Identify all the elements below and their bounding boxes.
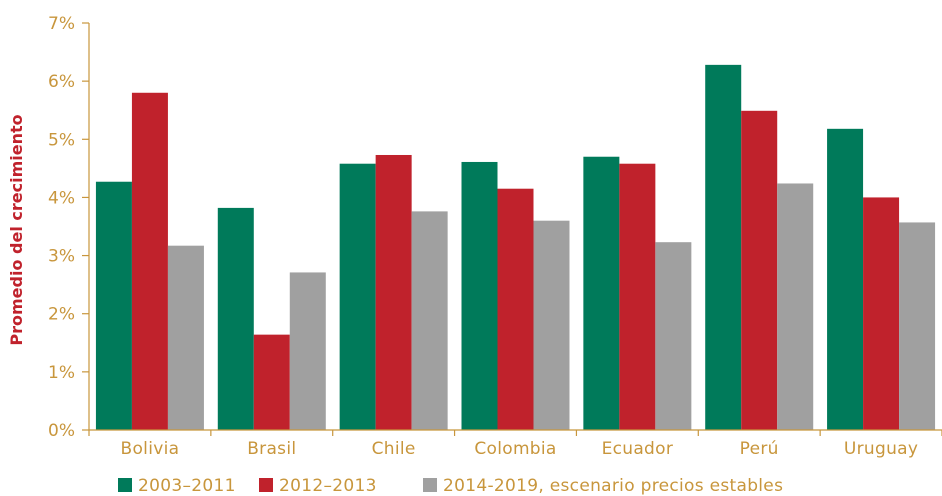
bar-brasil-series-3 bbox=[289, 272, 326, 430]
bar-bolivia-series-2 bbox=[131, 92, 168, 431]
x-category-label: Brasil bbox=[247, 439, 296, 459]
legend-swatch bbox=[118, 478, 132, 492]
x-category-label: Uruguay bbox=[844, 439, 918, 459]
x-axis: Bolivia Brasil Chile Colombia Ecuador Perú Uru… bbox=[88, 429, 942, 459]
x-category-label: Chile bbox=[372, 439, 416, 459]
bar-ecuador-series-2 bbox=[619, 163, 656, 430]
bar-colombia-series-2 bbox=[497, 188, 534, 430]
bar-colombia-series-1 bbox=[461, 161, 498, 430]
bar-brasil-series-1 bbox=[217, 207, 254, 430]
legend-label: 2003–2011 bbox=[138, 476, 236, 496]
bar-bolivia-series-3 bbox=[167, 245, 204, 430]
legend-swatch bbox=[423, 478, 437, 492]
bar-bolivia-series-1 bbox=[95, 181, 132, 430]
bar-ecuador-series-1 bbox=[583, 156, 620, 430]
bar-colombia-series-3 bbox=[533, 220, 570, 430]
y-tick-label: 1% bbox=[48, 363, 75, 383]
legend: 2003–2011 2012–2013 2014-2019, escenario p… bbox=[118, 476, 783, 496]
bar-chile-series-1 bbox=[339, 163, 376, 430]
legend-label: 2014-2019, escenario precios estables bbox=[443, 476, 783, 496]
y-axis: 0% 1% 2% 3% 4% 5% 6% 7% bbox=[48, 14, 90, 441]
bar-ecuador-series-3 bbox=[655, 242, 692, 430]
y-tick-label: 0% bbox=[48, 421, 75, 441]
bar-chile-series-2 bbox=[375, 154, 412, 430]
bar-chile-series-3 bbox=[411, 211, 448, 430]
x-category-label: Perú bbox=[740, 439, 779, 459]
y-tick-label: 4% bbox=[48, 188, 75, 208]
bar-brasil-series-2 bbox=[253, 334, 290, 430]
y-tick-label: 5% bbox=[48, 130, 75, 150]
x-category-label: Bolivia bbox=[121, 439, 180, 459]
legend-swatch bbox=[259, 478, 273, 492]
bar-per-series-1 bbox=[705, 64, 742, 430]
y-axis-label: Promedio del crecimiento bbox=[7, 114, 26, 345]
legend-label: 2012–2013 bbox=[279, 476, 377, 496]
bar-uruguay-series-1 bbox=[827, 128, 864, 430]
y-tick-label: 6% bbox=[48, 72, 75, 92]
x-category-label: Ecuador bbox=[602, 439, 674, 459]
y-tick-label: 7% bbox=[48, 14, 75, 34]
x-category-label: Colombia bbox=[474, 439, 556, 459]
bars bbox=[95, 64, 936, 431]
y-tick-label: 3% bbox=[48, 247, 75, 267]
bar-per-series-3 bbox=[777, 183, 814, 430]
bar-per-series-2 bbox=[741, 110, 778, 430]
y-tick-label: 2% bbox=[48, 305, 75, 325]
bar-uruguay-series-2 bbox=[863, 197, 900, 430]
bar-uruguay-series-3 bbox=[899, 222, 936, 430]
